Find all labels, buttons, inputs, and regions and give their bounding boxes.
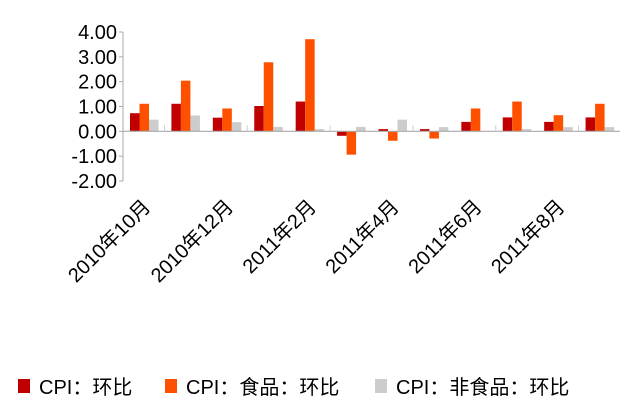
y-tick-label: 4.00 [78,22,117,44]
bar-1-2 [171,103,181,132]
bar-2-7 [388,131,398,141]
legend-label-3: CPI：非食品：环比 [396,376,569,399]
bar-3-12 [604,127,615,132]
y-tick-label: 3.00 [78,47,117,69]
bar-3-4 [273,126,283,132]
x-tick-label: 2011年4月 [321,195,404,278]
bar-1-8 [419,129,430,132]
bar-1-3 [212,117,223,132]
bar-1-12 [585,117,596,132]
bar-1-7 [378,129,388,132]
bar-1-9 [461,121,471,132]
bar-2-9 [470,108,481,132]
bar-1-10 [502,117,513,132]
legend-label-2: CPI：食品：环比 [186,376,339,399]
x-tick-label: 2011年6月 [404,195,487,278]
x-tick-label: 2010年12月 [146,195,238,287]
bar-1-5 [295,101,306,132]
bar-3-11 [563,127,573,132]
x-tick-label: 2011年2月 [238,195,321,278]
y-tick-label: 0.00 [78,121,117,143]
bar-2-2 [180,80,191,132]
bar-3-10 [521,129,532,132]
bar-2-10 [512,101,522,132]
bar-3-7 [397,119,407,132]
bar-3-6 [356,126,366,132]
bar-2-4 [263,62,274,132]
bar-3-2 [190,115,200,132]
y-tick-label: 1.00 [78,97,117,119]
y-tick-label: 2.00 [78,72,117,94]
bar-2-1 [139,103,149,132]
bar-1-1 [130,113,140,132]
x-tick-label: 2011年8月 [487,195,570,278]
bar-2-6 [346,131,357,155]
bar-3-8 [438,127,449,132]
legend-swatch-1 [18,379,30,393]
bar-2-11 [553,115,564,132]
bar-3-3 [231,122,242,132]
bar-3-5 [314,129,325,132]
bar-2-5 [305,39,315,132]
bar-1-11 [544,121,554,132]
bar-2-8 [429,131,439,139]
bar-1-4 [254,106,264,132]
legend-swatch-3 [375,379,387,393]
x-tick-label: 2010年10月 [63,195,155,287]
bar-3-1 [149,119,159,132]
bar-2-3 [222,108,232,132]
legend-swatch-2 [165,379,177,393]
y-tick-label: -1.00 [71,146,117,168]
legend-label-1: CPI：环比 [39,376,132,399]
bar-2-12 [595,103,605,132]
bar-1-6 [337,131,347,136]
y-tick-label: -2.00 [71,171,117,193]
